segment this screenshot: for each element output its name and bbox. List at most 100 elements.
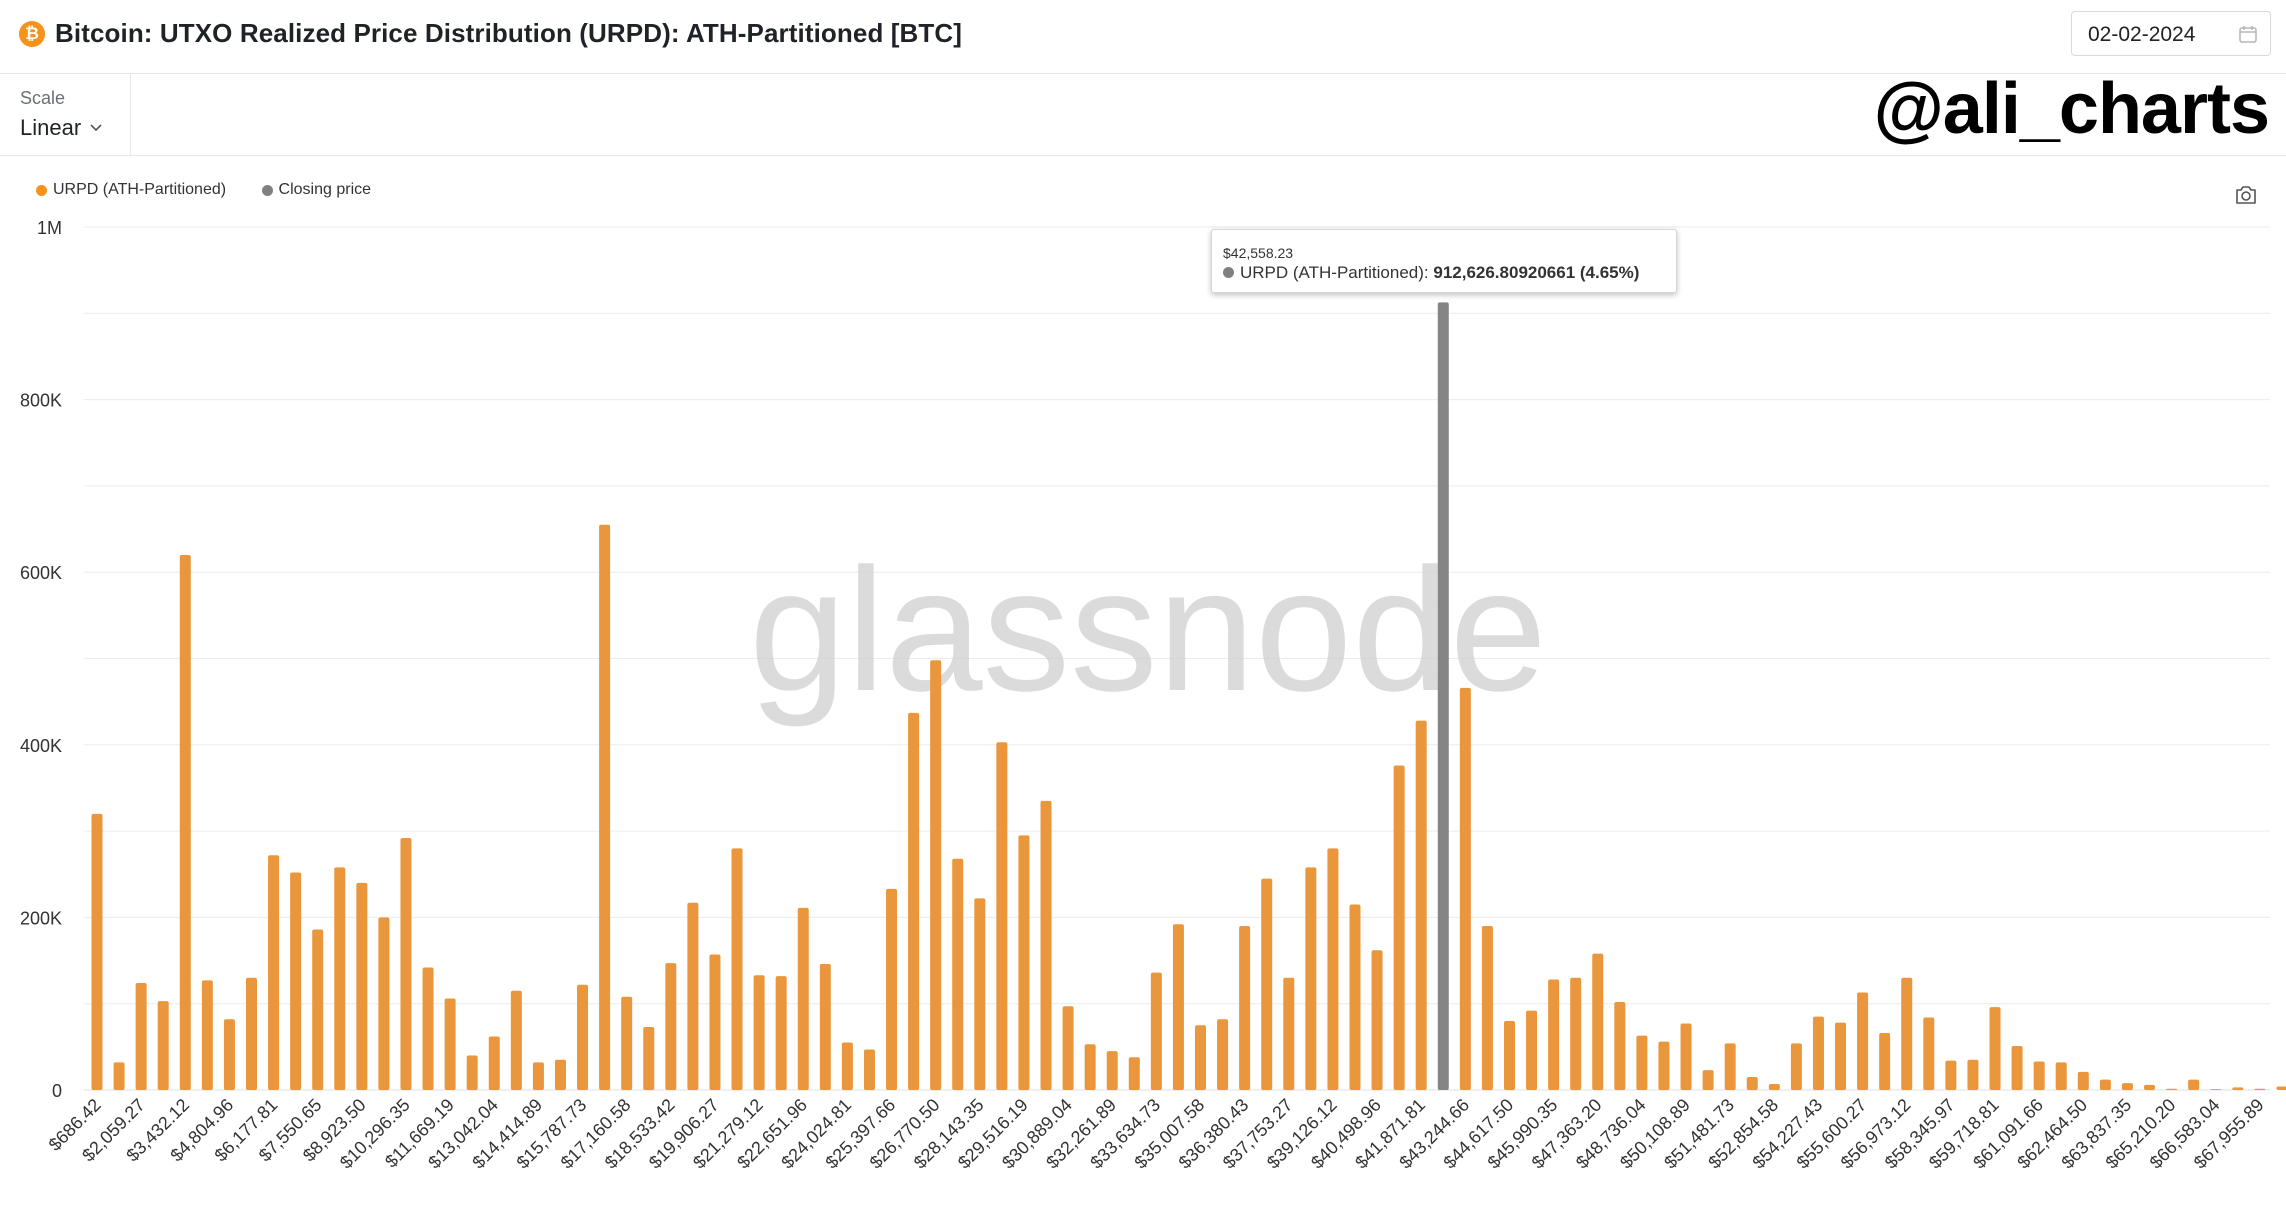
bar[interactable]	[930, 660, 942, 1090]
bar[interactable]	[1857, 992, 1869, 1090]
bar[interactable]	[731, 848, 743, 1090]
bar[interactable]	[1570, 977, 1582, 1090]
bar[interactable]	[1636, 1035, 1648, 1090]
bar[interactable]	[2232, 1087, 2244, 1090]
bar[interactable]	[1746, 1077, 1758, 1090]
bar[interactable]	[201, 980, 213, 1090]
bar[interactable]	[908, 712, 920, 1090]
bar[interactable]	[1812, 1016, 1824, 1090]
bar[interactable]	[91, 813, 103, 1090]
date-picker[interactable]: 02-02-2024	[2071, 11, 2271, 56]
bar[interactable]	[1658, 1041, 1670, 1090]
bar[interactable]	[775, 976, 787, 1090]
bar[interactable]	[1150, 972, 1162, 1090]
bar[interactable]	[2144, 1084, 2156, 1090]
bar[interactable]	[179, 554, 191, 1090]
bar[interactable]	[1989, 1007, 2001, 1090]
bar[interactable]	[753, 975, 765, 1090]
bar[interactable]	[709, 954, 721, 1090]
bar[interactable]	[1305, 867, 1317, 1090]
bar[interactable]	[1283, 977, 1295, 1090]
bar[interactable]	[1327, 848, 1339, 1090]
bar[interactable]	[886, 888, 898, 1090]
bar[interactable]	[444, 998, 456, 1090]
bar[interactable]	[1702, 1070, 1714, 1090]
bar[interactable]	[1128, 1057, 1140, 1090]
bar[interactable]	[621, 996, 633, 1090]
bar[interactable]	[157, 1001, 169, 1090]
bar[interactable]	[841, 1042, 853, 1090]
bar[interactable]	[1768, 1083, 1780, 1090]
bar[interactable]	[400, 838, 412, 1090]
bar[interactable]	[1239, 926, 1251, 1090]
bar[interactable]	[2077, 1071, 2089, 1090]
bar[interactable]	[1459, 687, 1471, 1090]
bar[interactable]	[2166, 1088, 2178, 1090]
bar[interactable]	[1592, 953, 1604, 1090]
bar[interactable]	[2254, 1088, 2266, 1090]
bar[interactable]	[2099, 1079, 2111, 1090]
bar[interactable]	[1835, 1022, 1847, 1090]
legend-item-urpd[interactable]: URPD (ATH-Partitioned)	[36, 181, 226, 199]
bar[interactable]	[1084, 1044, 1096, 1090]
bar[interactable]	[1415, 720, 1427, 1090]
bar[interactable]	[1680, 1023, 1692, 1090]
bar[interactable]	[1195, 1025, 1206, 1090]
bar[interactable]	[1923, 1017, 1935, 1090]
bar[interactable]	[1614, 1001, 1626, 1090]
bar[interactable]	[2033, 1061, 2045, 1090]
bar[interactable]	[643, 1027, 655, 1090]
bar[interactable]	[1040, 800, 1052, 1090]
bar[interactable]	[1106, 1051, 1118, 1090]
bar[interactable]	[2210, 1089, 2222, 1090]
bar[interactable]	[1172, 924, 1184, 1090]
bar[interactable]	[223, 1019, 235, 1090]
bar[interactable]	[1371, 950, 1383, 1090]
bar-highlighted[interactable]	[1437, 302, 1449, 1090]
camera-icon[interactable]	[2234, 185, 2258, 205]
bar[interactable]	[1217, 1019, 1229, 1090]
bar[interactable]	[1349, 904, 1361, 1090]
legend-item-closing-price[interactable]: Closing price	[261, 181, 371, 199]
bar[interactable]	[1481, 926, 1493, 1090]
bar[interactable]	[1261, 878, 1273, 1090]
bar[interactable]	[245, 977, 257, 1090]
bar[interactable]	[1503, 1020, 1515, 1090]
bar[interactable]	[599, 524, 611, 1090]
bar[interactable]	[863, 1049, 875, 1090]
bar[interactable]	[1062, 1006, 1074, 1090]
bar[interactable]	[2055, 1062, 2067, 1090]
bar[interactable]	[797, 907, 809, 1090]
bar[interactable]	[1724, 1043, 1736, 1090]
bar[interactable]	[1548, 979, 1560, 1090]
bar[interactable]	[488, 1036, 500, 1090]
bar[interactable]	[819, 964, 831, 1090]
bar[interactable]	[1901, 977, 1913, 1090]
bar[interactable]	[687, 902, 699, 1090]
bar[interactable]	[378, 917, 390, 1090]
bar[interactable]	[996, 742, 1008, 1090]
bar[interactable]	[2188, 1079, 2200, 1090]
bar[interactable]	[334, 867, 346, 1090]
bar[interactable]	[356, 882, 368, 1090]
bar[interactable]	[113, 1062, 125, 1090]
bar[interactable]	[466, 1055, 478, 1090]
bar[interactable]	[2121, 1083, 2133, 1090]
bar[interactable]	[1945, 1060, 1957, 1090]
bar[interactable]	[2276, 1086, 2286, 1090]
bar[interactable]	[2011, 1045, 2023, 1090]
bar[interactable]	[312, 929, 324, 1090]
bar[interactable]	[577, 984, 589, 1090]
bar[interactable]	[1967, 1059, 1979, 1090]
bar[interactable]	[665, 963, 677, 1090]
bar[interactable]	[532, 1062, 544, 1090]
bar[interactable]	[135, 982, 147, 1090]
bar[interactable]	[1879, 1033, 1891, 1090]
bar[interactable]	[974, 898, 986, 1090]
bar[interactable]	[1393, 765, 1405, 1090]
bar[interactable]	[1526, 1010, 1538, 1090]
bar[interactable]	[268, 855, 280, 1090]
bar[interactable]	[510, 990, 522, 1090]
bar[interactable]	[1790, 1043, 1802, 1090]
bar[interactable]	[422, 967, 434, 1090]
